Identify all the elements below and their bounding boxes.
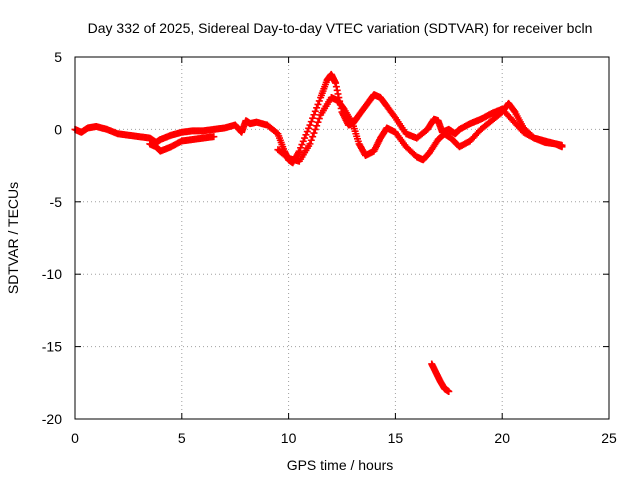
data-point <box>311 125 319 133</box>
x-tick-label: 5 <box>178 430 186 446</box>
y-axis-ticks: 5 0 -5 -10 -15 -20 <box>42 49 609 427</box>
y-tick-label: 5 <box>54 49 62 65</box>
data-point <box>310 129 318 137</box>
data-point <box>302 131 310 139</box>
chart-title: Day 332 of 2025, Sidereal Day-to-day VTE… <box>88 20 593 36</box>
data-point <box>299 137 307 145</box>
data-point <box>307 136 315 144</box>
x-tick-label: 0 <box>71 430 79 446</box>
data-point <box>314 118 322 126</box>
data-point <box>333 86 341 94</box>
data-point <box>294 149 302 157</box>
data-point <box>558 143 566 151</box>
data-point <box>305 124 313 132</box>
series-isolated-segment <box>428 360 453 395</box>
y-tick-label: -20 <box>42 411 62 427</box>
data-points <box>71 70 566 395</box>
data-point <box>309 133 317 141</box>
y-axis-label: SDTVAR / TECUs <box>5 182 21 294</box>
data-point <box>310 111 318 119</box>
x-tick-label: 15 <box>388 430 404 446</box>
data-point <box>295 147 303 155</box>
data-point <box>306 140 314 148</box>
data-point <box>210 133 218 141</box>
data-point <box>313 104 321 112</box>
data-point <box>315 115 323 123</box>
data-point <box>309 114 317 122</box>
y-tick-label: -15 <box>42 339 62 355</box>
data-point <box>314 100 322 108</box>
y-tick-label: -10 <box>42 266 62 282</box>
data-point <box>315 97 323 105</box>
x-axis-label: GPS time / hours <box>287 457 394 473</box>
data-point <box>306 121 314 129</box>
x-tick-label: 25 <box>601 430 617 446</box>
data-point <box>332 83 340 91</box>
data-point <box>313 122 321 130</box>
data-point <box>303 128 311 136</box>
plot-border <box>74 56 610 420</box>
x-tick-label: 10 <box>281 430 297 446</box>
data-point <box>332 79 340 87</box>
data-point <box>445 387 453 395</box>
data-point <box>307 118 315 126</box>
data-point <box>298 141 306 149</box>
y-tick-label: 0 <box>54 121 62 137</box>
x-tick-label: 20 <box>494 430 510 446</box>
series-secondary-track <box>146 94 566 165</box>
data-point <box>311 107 319 115</box>
data-point <box>297 144 305 152</box>
data-point <box>301 134 309 142</box>
data-point <box>334 90 342 98</box>
y-tick-label: -5 <box>50 194 63 210</box>
